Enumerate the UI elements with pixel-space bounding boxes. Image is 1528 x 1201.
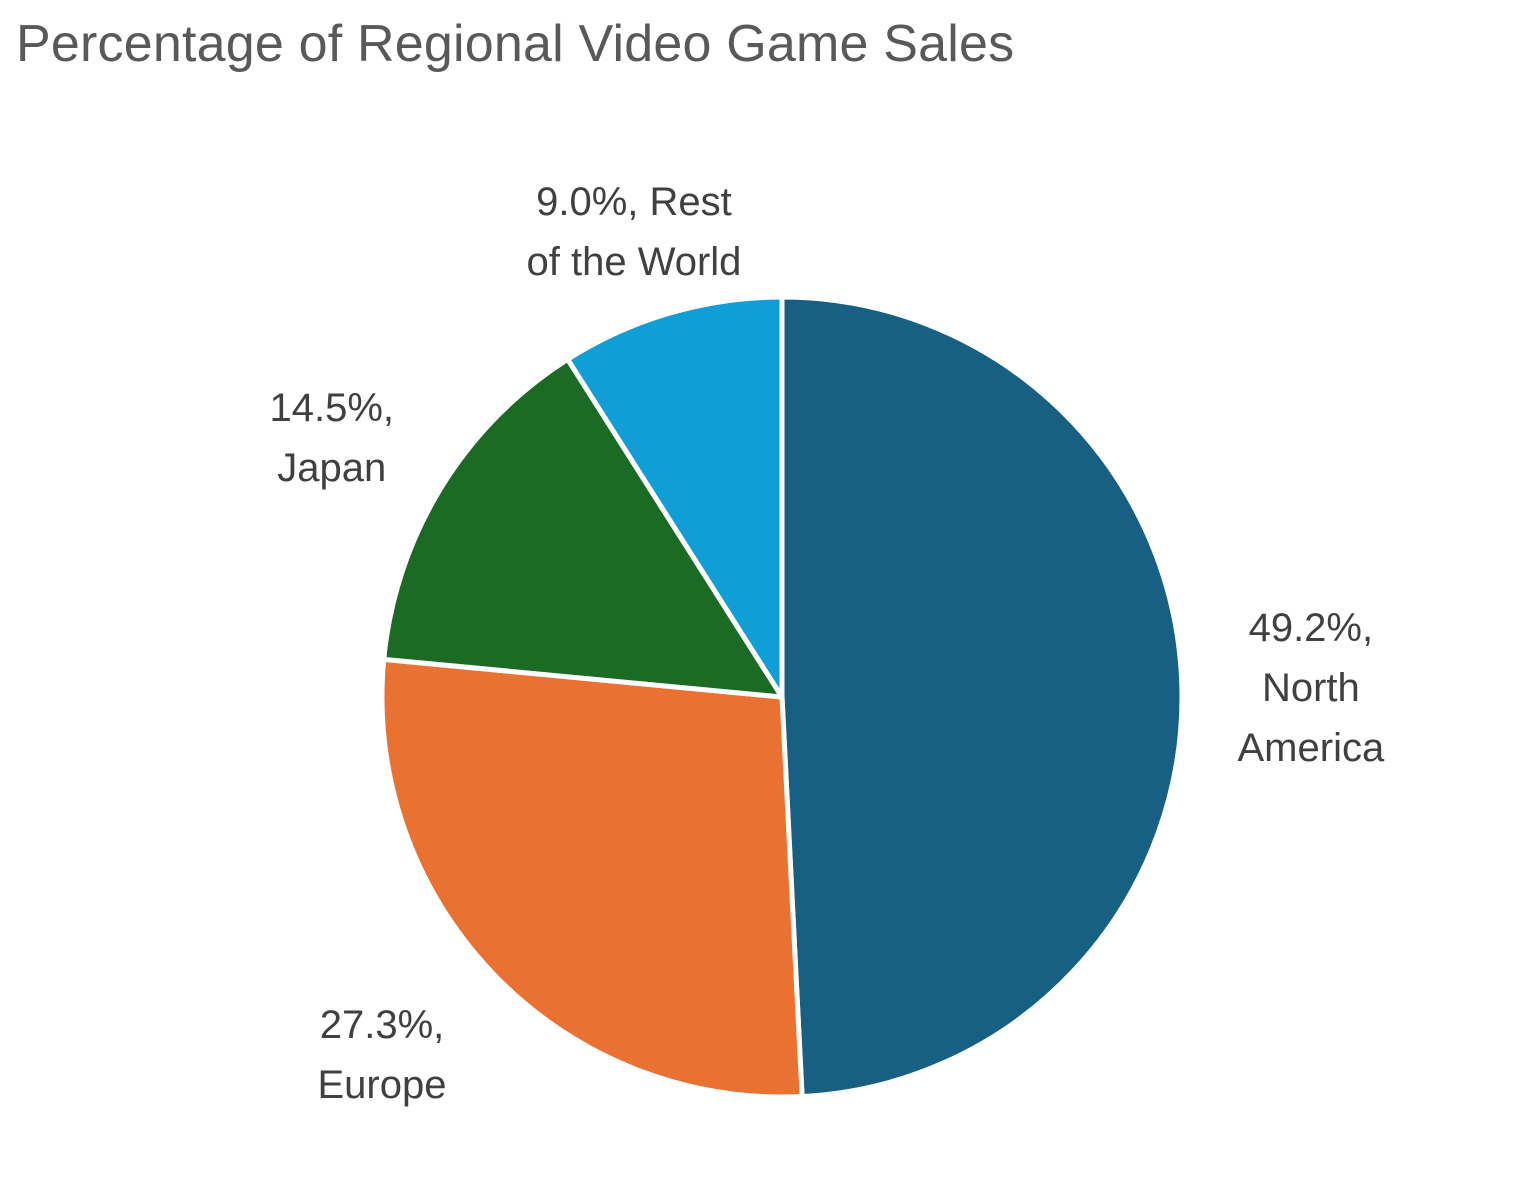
data-label-value: 14.5%,	[269, 386, 395, 430]
pie-slice-rest-of-the-world	[565, 294, 785, 700]
data-label-category: Japan	[277, 446, 387, 490]
pie-slice-japan	[381, 356, 785, 700]
data-label-value: 27.3%,	[319, 1003, 445, 1047]
data-label-category: America	[1237, 726, 1385, 770]
data-label-value: 49.2%,	[1248, 606, 1374, 650]
data-label-category: of the World	[526, 240, 742, 284]
data-label-japan: 14.5%, Japan	[270, 378, 395, 498]
chart-title: Percentage of Regional Video Game Sales	[16, 15, 1015, 73]
data-label-value: 9.0%, Rest	[536, 180, 732, 224]
data-label-north-america: 49.2%, North America	[1238, 598, 1385, 778]
pie-slice-north-america	[779, 294, 1185, 1099]
data-label-rest-of-the-world: 9.0%, Rest of the World	[527, 172, 742, 292]
data-label-europe: 27.3%, Europe	[318, 995, 447, 1115]
pie-slice-europe	[379, 656, 805, 1100]
data-label-category: Europe	[317, 1063, 447, 1107]
data-label-category: North	[1261, 666, 1360, 710]
